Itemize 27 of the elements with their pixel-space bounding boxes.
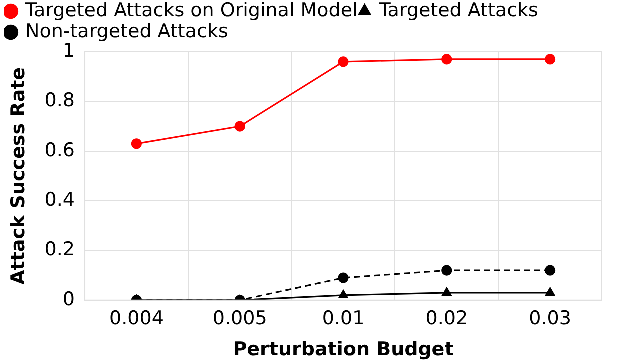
- legend-label: Targeted Attacks on Original Model: [24, 0, 358, 22]
- y-tick-label: 0: [62, 288, 76, 310]
- point: [131, 138, 142, 150]
- legend-label: Non-targeted Attacks: [26, 20, 228, 42]
- x-tick-label: 0.005: [212, 308, 268, 330]
- point: [442, 288, 452, 296]
- point: [338, 272, 349, 284]
- point: [546, 288, 555, 296]
- legend-label: Targeted Attacks: [378, 0, 538, 22]
- point: [338, 290, 348, 298]
- y-tick-label: 0.4: [44, 188, 76, 211]
- y-tick-label: 1: [62, 40, 76, 62]
- y-axis-title: Attack Success Rate: [7, 67, 30, 285]
- point: [442, 54, 452, 65]
- point: [338, 56, 349, 68]
- point: [234, 121, 246, 132]
- x-axis-title: Perturbation Budget: [233, 338, 454, 361]
- point: [545, 265, 556, 276]
- y-tick-label: 0.8: [44, 90, 76, 112]
- y-tick-label: 0.6: [44, 139, 76, 162]
- x-tick-label: 0.03: [529, 308, 572, 330]
- point: [442, 265, 452, 276]
- point: [545, 54, 556, 65]
- x-tick-label: 0.01: [322, 308, 365, 330]
- x-tick-label: 0.02: [426, 308, 468, 330]
- y-tick-label: 0.2: [44, 238, 76, 261]
- x-tick-label: 0.004: [110, 308, 164, 330]
